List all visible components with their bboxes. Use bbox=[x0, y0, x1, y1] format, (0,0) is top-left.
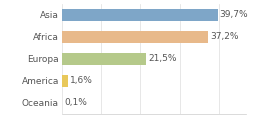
Text: 39,7%: 39,7% bbox=[220, 10, 248, 19]
Text: 1,6%: 1,6% bbox=[70, 76, 93, 85]
Text: 21,5%: 21,5% bbox=[148, 54, 177, 63]
Bar bbox=[62, 9, 218, 21]
Bar bbox=[62, 53, 146, 65]
Text: 0,1%: 0,1% bbox=[64, 98, 87, 108]
Bar bbox=[62, 75, 68, 87]
Text: 37,2%: 37,2% bbox=[210, 32, 238, 41]
Bar bbox=[62, 31, 208, 43]
